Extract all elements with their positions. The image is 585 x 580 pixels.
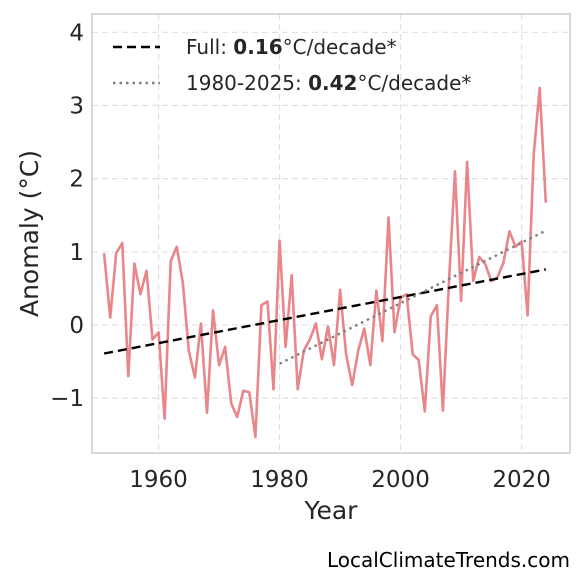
x-tick-label: 1980 [250,467,309,493]
series-trend-line-2 [279,229,547,365]
y-tick-label: −1 [50,386,84,412]
legend-label: 1980-2025: 0.42°C/decade* [186,71,471,95]
y-tick-label: 4 [69,20,84,46]
y-tick-labels: 4 3 2 1 0 −1 [50,20,84,412]
series-anomaly-line [102,86,548,439]
y-tick-label: 0 [69,313,84,339]
y-tick-label: 2 [69,167,84,193]
y-tick-label: 3 [69,93,84,119]
series-trend-line-1 [103,268,547,355]
x-tick-labels: 1960 1980 2000 2020 [129,467,551,493]
x-tick-label: 1960 [129,467,188,493]
legend: Full: 0.16°C/decade* 1980-2025: 0.42°C/de… [113,35,471,95]
x-axis-label: Year [304,496,359,525]
grid [92,14,570,453]
legend-label: Full: 0.16°C/decade* [186,35,397,59]
plot-frame [91,13,571,454]
y-axis-label: Anomaly (°C) [15,150,44,317]
source-credit: LocalClimateTrends.com [326,548,570,572]
x-tick-label: 2000 [371,467,430,493]
series-layer [102,86,548,439]
y-tick-label: 1 [69,240,84,266]
x-tick-label: 2020 [492,467,551,493]
